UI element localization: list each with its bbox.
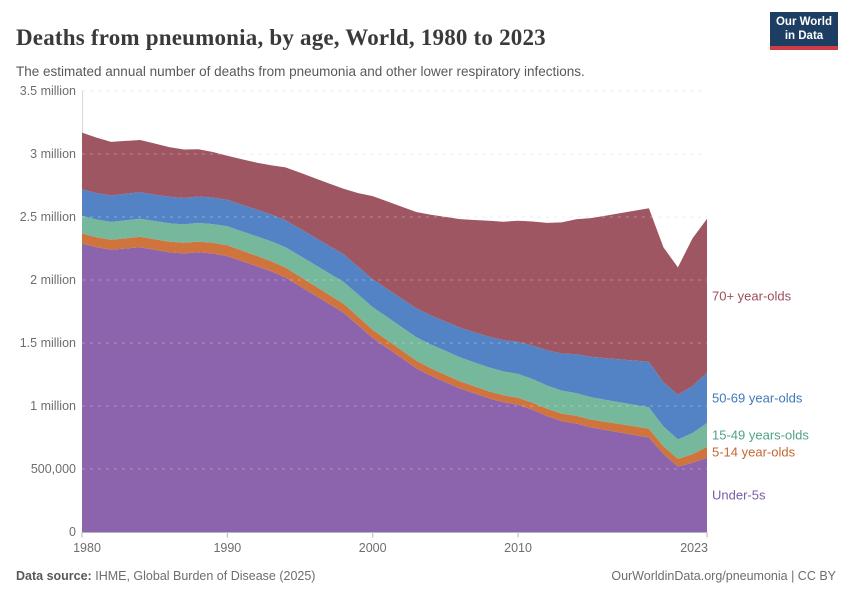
x-axis-tick-label: 2023 (680, 541, 708, 555)
data-source-text: IHME, Global Burden of Disease (2025) (95, 569, 316, 583)
y-axis-tick-label: 2 million (30, 272, 76, 287)
data-source-note: Data source: IHME, Global Burden of Dise… (16, 569, 315, 583)
owid-logo-line1: Our World (775, 15, 832, 28)
y-axis-tick-label: 3 million (30, 146, 76, 161)
area-50-69-year-olds[interactable] (82, 189, 707, 440)
y-axis-tick-label: 1 million (30, 398, 76, 413)
y-axis-tick-label: 1.5 million (19, 335, 76, 350)
y-axis-tick-label: 3.5 million (19, 83, 76, 98)
owid-attribution-link[interactable]: OurWorldinData.org/pneumonia | CC BY (611, 569, 836, 583)
series-label-70-plus-year-olds: 70+ year-olds (712, 288, 792, 304)
y-axis-tick-label: 0 (69, 524, 76, 539)
page-title: Deaths from pneumonia, by age, World, 19… (16, 25, 546, 51)
area-5-14-year-olds[interactable] (82, 233, 707, 467)
area-70-plus-year-olds[interactable] (82, 132, 707, 395)
owid-logo[interactable]: Our World in Data (770, 12, 838, 50)
series-label-50-69-year-olds: 50-69 year-olds (712, 390, 803, 406)
owid-logo-line2: in Data (784, 30, 824, 42)
chart-subtitle: The estimated annual number of deaths fr… (16, 63, 585, 79)
area-15-49-years-olds[interactable] (82, 215, 707, 459)
series-label-under-5s: Under-5s (712, 487, 766, 503)
x-axis-tick-label: 2010 (504, 541, 532, 555)
y-axis-tick-label: 2.5 million (19, 209, 76, 224)
x-axis-tick-label: 1990 (213, 541, 242, 555)
x-axis-tick-label: 1980 (73, 541, 101, 555)
data-source-label: Data source: (16, 569, 92, 583)
series-label-5-14-year-olds: 5-14 year-olds (712, 444, 796, 460)
y-axis-tick-label: 500,000 (30, 461, 76, 476)
area-under-5s[interactable] (82, 243, 707, 533)
x-axis-tick-label: 2000 (358, 541, 387, 555)
series-label-15-49-years-olds: 15-49 years-olds (712, 427, 809, 443)
